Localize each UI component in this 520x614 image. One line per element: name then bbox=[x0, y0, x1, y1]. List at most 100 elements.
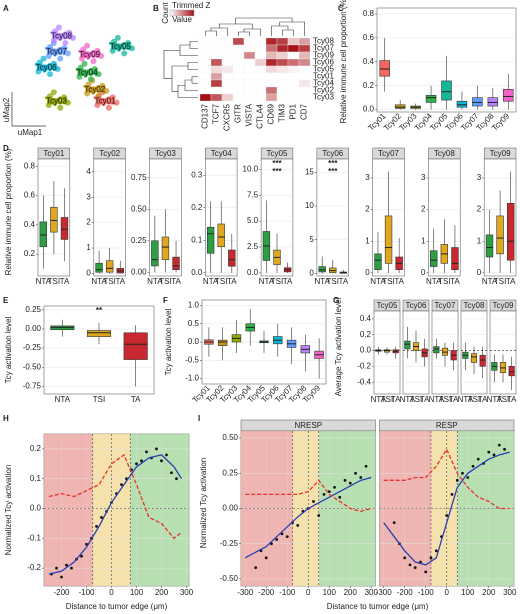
point bbox=[70, 34, 77, 41]
point bbox=[359, 476, 363, 479]
point bbox=[497, 443, 501, 447]
heatmap-cell bbox=[276, 58, 289, 67]
heatmap-cell bbox=[232, 79, 245, 88]
x-tick-label: TA bbox=[60, 277, 70, 286]
heatmap-cell bbox=[243, 86, 256, 95]
heatmap-cell bbox=[221, 72, 234, 81]
point bbox=[264, 556, 268, 560]
heatmap-cell bbox=[243, 44, 256, 53]
heatmap-cell bbox=[232, 72, 245, 81]
heatmap-cell bbox=[265, 79, 278, 88]
x-tick-label: NTA bbox=[314, 277, 330, 286]
point bbox=[155, 447, 158, 451]
heatmap-cell bbox=[298, 65, 311, 74]
heatmap-cell bbox=[199, 51, 212, 60]
y-axis-label: Relative immune cell proportion (%) bbox=[4, 148, 13, 275]
heatmap-cell bbox=[265, 86, 278, 95]
point bbox=[275, 538, 279, 541]
box bbox=[86, 330, 112, 337]
x-tick-label: -200 bbox=[397, 588, 414, 597]
heatmap-cell bbox=[210, 86, 223, 95]
legend-count: Count bbox=[161, 2, 170, 24]
box bbox=[472, 97, 483, 107]
point bbox=[57, 55, 64, 62]
point bbox=[102, 98, 109, 105]
point bbox=[35, 68, 42, 75]
point bbox=[135, 462, 138, 466]
x-tick-label: TA bbox=[339, 277, 349, 286]
y-tick-label: -0.2 bbox=[357, 361, 371, 370]
box bbox=[60, 217, 69, 240]
cluster-label: Tcy01 bbox=[95, 96, 116, 105]
facet-title: NRESP bbox=[294, 421, 322, 430]
heatmap-cell bbox=[254, 65, 267, 74]
heatmap-cell bbox=[287, 51, 300, 60]
y-tick-label: 1 bbox=[421, 236, 426, 245]
panel-letter: A bbox=[3, 4, 9, 13]
y-tick-label: 0.00 bbox=[131, 267, 147, 276]
point bbox=[53, 98, 60, 105]
point bbox=[77, 64, 84, 71]
x-tick-label: NTA bbox=[458, 395, 474, 404]
heatmap-cell bbox=[199, 72, 212, 81]
x-tick-label: -300 bbox=[237, 588, 254, 597]
y-tick-label: 2.5 bbox=[247, 242, 259, 251]
point bbox=[76, 73, 83, 80]
x-tick-label: NTA bbox=[426, 277, 442, 286]
x-tick-label: 300 bbox=[365, 588, 379, 597]
heatmap-cell bbox=[254, 51, 267, 60]
point bbox=[84, 90, 91, 97]
y-axis-label: Tcy activation level bbox=[4, 316, 13, 383]
heatmap-cell bbox=[298, 79, 311, 88]
y-tick-label: 0.1 bbox=[191, 235, 203, 244]
heatmap-cell bbox=[232, 65, 245, 74]
y-tick-label: 7.5 bbox=[247, 190, 259, 199]
heatmap-cell bbox=[232, 37, 245, 46]
point bbox=[408, 563, 412, 567]
y-tick-label: -0.4 bbox=[357, 377, 371, 386]
x-tick-label: TSI bbox=[381, 395, 393, 404]
point bbox=[120, 483, 123, 487]
point bbox=[492, 453, 496, 457]
y-tick-label: 0.6 bbox=[363, 33, 375, 42]
x-tick-label: 200 bbox=[155, 588, 169, 597]
point bbox=[113, 99, 120, 106]
x-tick-label: TSI bbox=[439, 395, 451, 404]
box bbox=[425, 94, 437, 103]
heatmap-cell bbox=[276, 72, 289, 81]
point bbox=[121, 50, 128, 57]
y-tick-label: 0.0 bbox=[30, 504, 42, 513]
column-dendrogram bbox=[205, 17, 305, 36]
heatmap-cell bbox=[287, 72, 300, 81]
column-label: CTLA4 bbox=[256, 103, 265, 128]
point bbox=[338, 495, 342, 499]
heatmap-cell bbox=[243, 51, 256, 60]
heatmap-cell bbox=[298, 44, 311, 53]
box bbox=[433, 346, 440, 354]
y-tick-label: 1.0 bbox=[188, 301, 200, 310]
y-tick-label: -0.2 bbox=[27, 563, 41, 572]
point bbox=[91, 65, 98, 72]
box bbox=[451, 247, 459, 270]
point bbox=[128, 45, 135, 52]
heatmap-cell bbox=[210, 37, 223, 46]
point bbox=[354, 471, 357, 475]
column-label: GITR bbox=[234, 104, 243, 123]
x-tick-label: 300 bbox=[503, 588, 517, 597]
column-label: CXCR5 bbox=[223, 103, 232, 131]
zone bbox=[44, 434, 93, 586]
heatmap-cell bbox=[243, 58, 256, 67]
heatmap-cell bbox=[254, 93, 267, 102]
box bbox=[95, 262, 103, 273]
y-tick-label: 0.50 bbox=[131, 204, 147, 213]
facet-title: Tcy02 bbox=[99, 149, 120, 158]
y-tick-label: 0 bbox=[86, 269, 91, 278]
row-label: Tcy05 bbox=[313, 65, 334, 74]
y-tick-label: 0.00 bbox=[222, 504, 238, 513]
heatmap-cell bbox=[298, 86, 311, 95]
box bbox=[123, 332, 148, 360]
point bbox=[64, 50, 71, 57]
x-tick-label: NTA bbox=[259, 277, 275, 286]
panel-letter: H bbox=[3, 414, 9, 423]
box bbox=[394, 104, 406, 109]
